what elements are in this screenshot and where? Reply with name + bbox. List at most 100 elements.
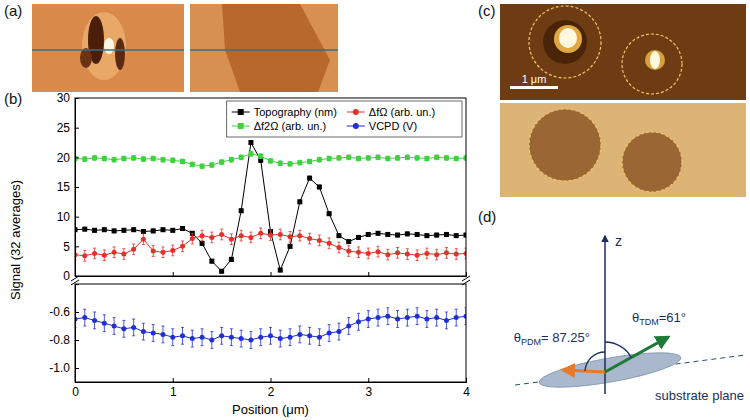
error-bar xyxy=(142,234,145,245)
x-tick-mark xyxy=(271,378,272,382)
error-bar xyxy=(83,157,86,162)
angle-symbol: θ xyxy=(632,310,639,325)
data-point xyxy=(356,235,361,240)
error-bar xyxy=(318,185,321,189)
error-bar xyxy=(249,141,252,145)
legend-marker xyxy=(353,109,359,115)
error-bar xyxy=(113,318,116,335)
x-tick-mark xyxy=(368,378,369,382)
error-bar xyxy=(386,308,389,325)
legend-label: ΔfΩ (arb. un.) xyxy=(369,106,435,118)
x-tick: 1 xyxy=(170,378,177,399)
data-point xyxy=(395,250,400,255)
error-bar xyxy=(416,308,419,325)
error-bar xyxy=(132,156,135,161)
data-point xyxy=(112,250,117,255)
error-bar xyxy=(142,157,145,162)
data-point xyxy=(297,160,302,165)
data-point xyxy=(219,269,224,274)
error-bar xyxy=(152,229,155,233)
data-point xyxy=(170,228,175,233)
data-point xyxy=(102,156,107,161)
data-point xyxy=(209,235,214,240)
angle-value: 87.25 xyxy=(552,330,585,345)
error-bar xyxy=(122,156,125,161)
error-bar xyxy=(455,234,458,238)
x-tick-mark xyxy=(466,378,467,382)
data-point xyxy=(376,155,381,160)
plane-label: substrate plane xyxy=(655,388,744,403)
y-tick-mark xyxy=(75,340,79,341)
data-point xyxy=(434,233,439,238)
error-bar xyxy=(455,249,458,260)
angle-relation: = xyxy=(659,310,667,325)
y-tick: 25 xyxy=(57,121,79,135)
x-axis-title: Position (μm) xyxy=(232,402,309,417)
error-bar xyxy=(318,235,321,246)
afm-feature xyxy=(650,51,660,69)
data-point xyxy=(82,157,87,162)
error-bar xyxy=(220,229,223,240)
afm-image xyxy=(32,4,184,92)
error-bar xyxy=(357,156,360,161)
error-bar xyxy=(406,155,409,160)
profile-line xyxy=(32,49,184,51)
series-line xyxy=(75,154,466,166)
data-point xyxy=(248,151,253,156)
error-bar xyxy=(416,156,419,161)
error-bar xyxy=(308,233,311,244)
error-bar xyxy=(289,161,292,166)
data-point xyxy=(395,155,400,160)
error-bar xyxy=(171,229,174,233)
error-bar xyxy=(279,268,282,272)
y-tick: 20 xyxy=(57,151,79,165)
angle-unit: ° xyxy=(585,330,590,345)
data-point xyxy=(160,250,165,255)
profile-line xyxy=(190,49,338,51)
data-point xyxy=(444,250,449,255)
angle-value: 61 xyxy=(666,310,680,325)
data-point xyxy=(219,232,224,237)
x-tick: 4 xyxy=(463,378,470,399)
y-tick-mark xyxy=(75,128,79,129)
x-tick xyxy=(466,272,467,276)
data-point xyxy=(121,252,126,257)
error-bar xyxy=(396,233,399,237)
x-axis xyxy=(76,272,467,277)
error-bar xyxy=(269,327,272,344)
data-point xyxy=(190,336,195,341)
error-bar xyxy=(435,155,438,160)
error-bar xyxy=(425,311,428,328)
error-bar xyxy=(386,233,389,237)
error-bar xyxy=(161,247,164,258)
error-bar xyxy=(367,233,370,237)
error-bar xyxy=(279,161,282,166)
y-tick-label: 5 xyxy=(63,240,70,254)
data-point xyxy=(317,238,322,243)
error-bar xyxy=(289,329,292,346)
data-point xyxy=(121,326,126,331)
angle-subscript: PDM xyxy=(521,337,541,347)
error-bar xyxy=(367,248,370,259)
data-point xyxy=(92,228,97,233)
z-axis-label: z xyxy=(615,233,622,249)
error-bar xyxy=(425,156,428,161)
error-bar xyxy=(171,245,174,256)
x-tick-mark xyxy=(173,378,174,382)
error-bar xyxy=(445,233,448,237)
error-bar xyxy=(103,228,106,232)
x-tick-mark xyxy=(75,378,76,382)
y-tick-label: 25 xyxy=(57,121,71,135)
kpfm-image xyxy=(500,103,746,197)
data-point xyxy=(268,233,273,238)
legend-label: Δf2Ω (arb. un.) xyxy=(254,120,326,132)
dashed-outline xyxy=(529,6,601,78)
angle-label: θPDM= 87.25° xyxy=(514,330,590,347)
plot-frame xyxy=(75,98,466,276)
error-bar xyxy=(337,323,340,340)
y-tick-mark xyxy=(75,368,79,369)
data-point xyxy=(160,157,165,162)
y-tick-label: 0 xyxy=(63,269,70,283)
error-bar xyxy=(435,309,438,326)
data-point xyxy=(278,336,283,341)
